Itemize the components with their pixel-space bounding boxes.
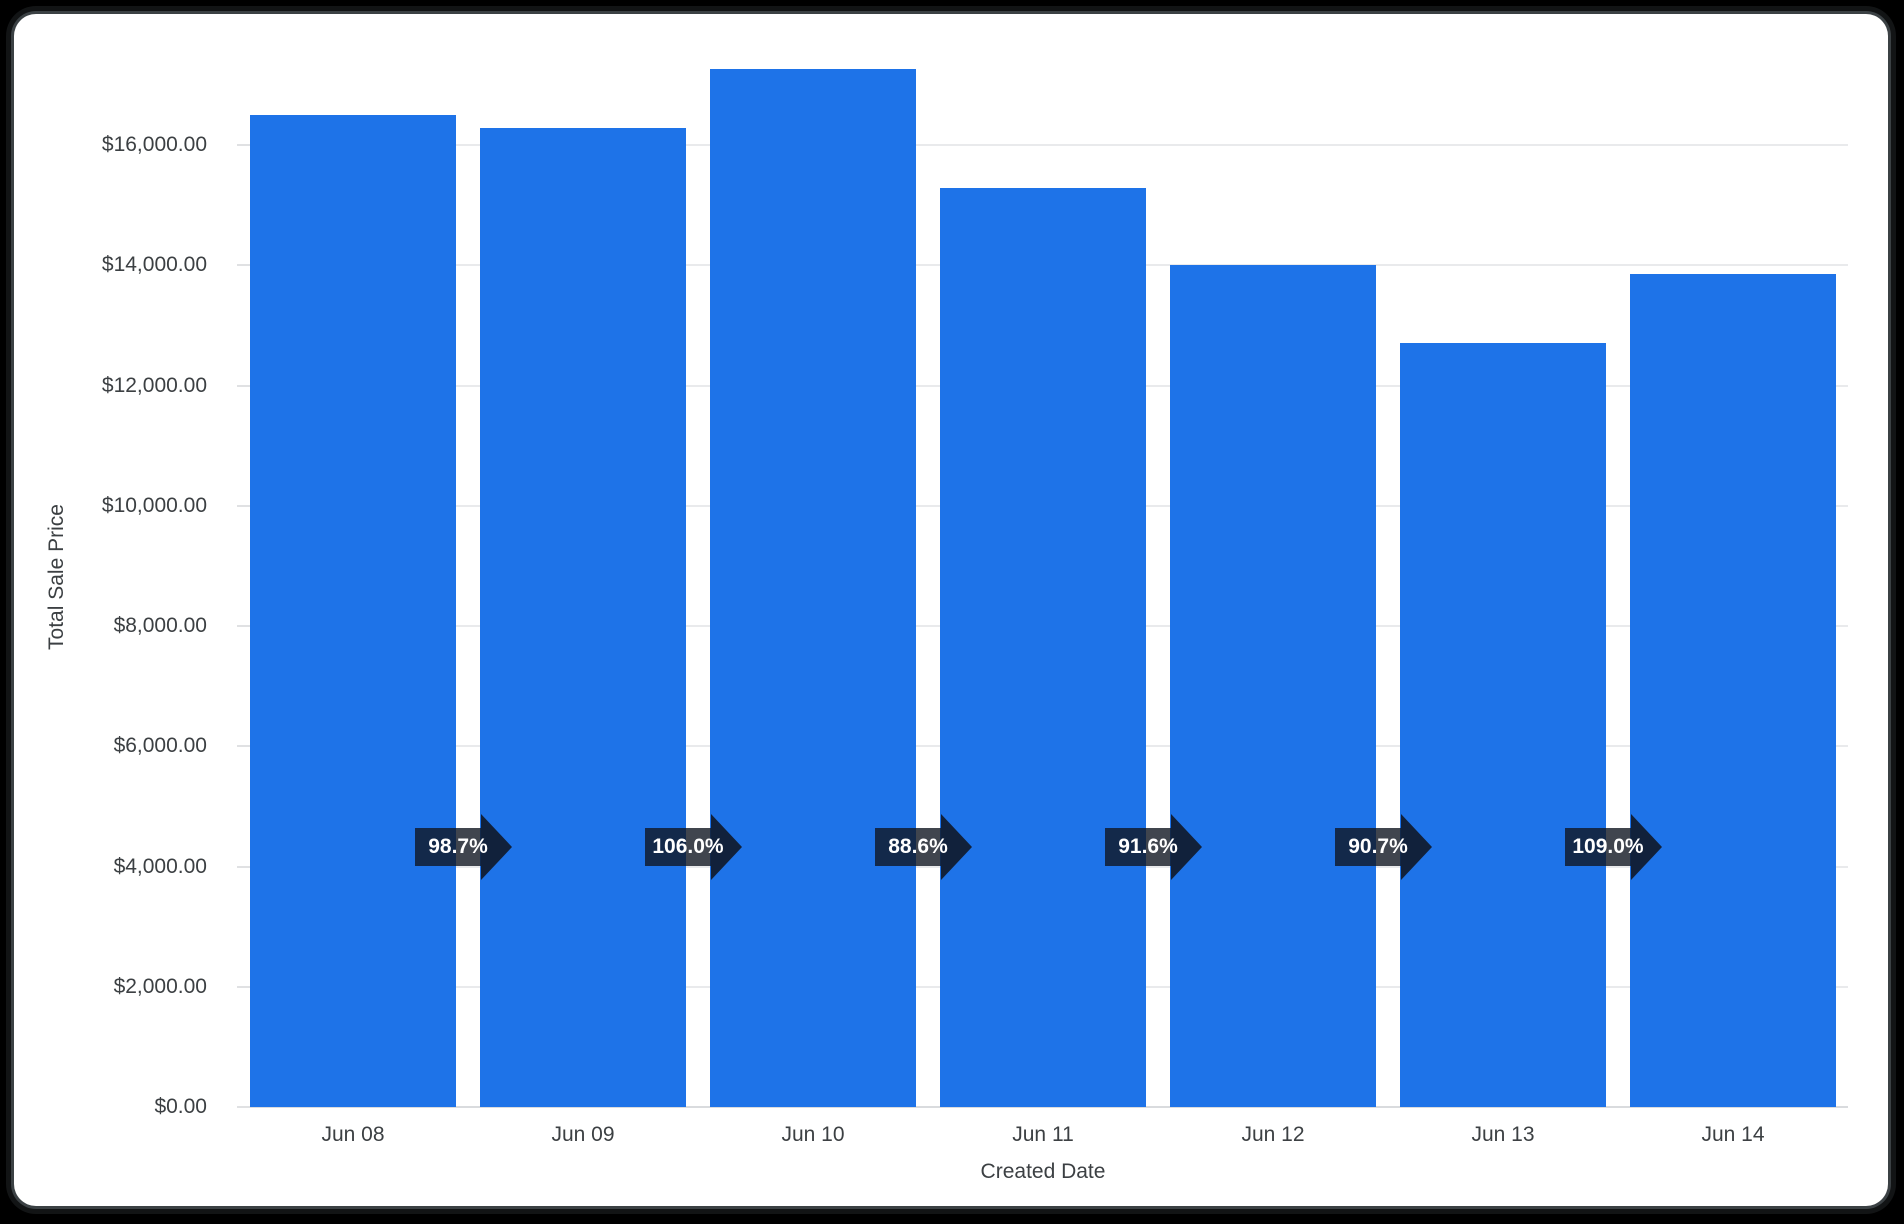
x-tick-label: Jun 09 [551,1123,615,1146]
x-tick-label: Jun 10 [781,1123,845,1146]
change-arrow-badge [645,828,711,866]
arrow-right-icon [481,814,512,880]
arrow-right-icon [941,814,972,880]
y-tick-label: $4,000.00 [113,854,207,878]
y-tick-mark [237,625,250,627]
y-tick-mark [237,384,250,387]
change-percent-label: 91.6% [1118,835,1178,858]
bar[interactable] [710,69,916,1107]
y-tick-label: $6,000.00 [113,734,207,758]
bar[interactable] [1400,343,1606,1107]
y-tick-mark [237,745,250,748]
y-tick-mark [237,865,250,868]
change-percent-label: 98.7% [428,835,488,858]
y-tick-label: $12,000.00 [101,373,207,397]
arrow-right-icon [1631,814,1662,880]
change-percent-label: 88.6% [888,835,948,858]
change-percent-label: 106.0% [652,835,724,858]
y-tick-mark [237,985,250,988]
bar[interactable] [940,188,1146,1107]
gridline [250,144,1848,146]
x-tick-label: Jun 14 [1701,1123,1765,1146]
change-arrow-badge [1105,828,1171,866]
y-tick-label: $0.00 [154,1095,207,1118]
change-arrow-badge [875,828,941,866]
x-tick-label: Jun 08 [321,1123,385,1146]
y-tick-mark [237,144,250,146]
y-tick-label: $16,000.00 [101,133,207,156]
x-tick-label: Jun 11 [1012,1123,1074,1146]
y-tick-mark [237,264,250,267]
arrow-right-icon [1171,814,1202,880]
y-tick-label: $14,000.00 [101,253,207,277]
change-percent-label: 90.7% [1348,835,1408,858]
change-arrow-badge [1565,828,1631,866]
arrow-right-icon [711,814,742,880]
y-tick-mark [237,1106,250,1108]
change-arrow-badge [1335,828,1401,866]
bar[interactable] [1630,274,1836,1107]
bar[interactable] [250,115,456,1107]
x-axis-line [250,1106,1848,1108]
x-axis-title: Created Date [980,1160,1106,1183]
x-tick-label: Jun 12 [1241,1123,1305,1146]
bar[interactable] [480,128,686,1107]
change-arrow-badge [415,828,481,866]
y-tick-mark [237,504,250,507]
y-tick-label: $8,000.00 [113,614,207,637]
y-tick-label: $2,000.00 [113,974,207,998]
change-percent-label: 109.0% [1572,835,1644,858]
bar[interactable] [1170,265,1376,1107]
x-tick-label: Jun 13 [1471,1123,1535,1146]
y-tick-label: $10,000.00 [101,493,207,517]
arrow-right-icon [1401,814,1432,880]
